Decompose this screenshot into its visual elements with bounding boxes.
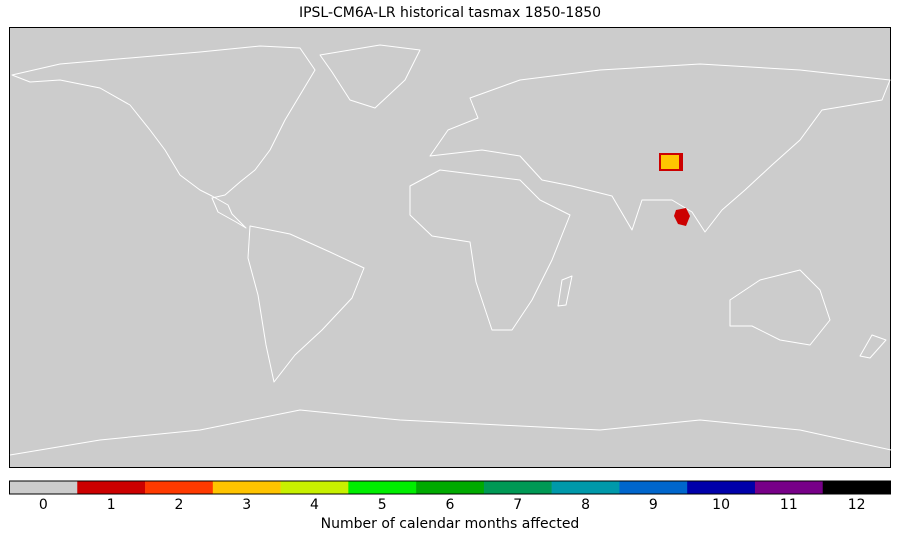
colorbar-cell — [9, 481, 78, 494]
colorbar-cell — [348, 481, 417, 494]
eurasia — [429, 63, 891, 233]
south-america — [247, 225, 365, 383]
map-panel — [9, 27, 892, 468]
colorbar-cell — [822, 481, 891, 494]
colorbar-tick-label: 6 — [446, 497, 455, 513]
colorbar-tick-label: 0 — [39, 497, 48, 513]
colorbar-tick-label: 3 — [242, 497, 251, 513]
map-background — [9, 27, 891, 468]
colorbar-cell — [754, 481, 824, 494]
antarctica — [9, 409, 892, 456]
australia — [729, 269, 831, 346]
colorbar-cell — [280, 481, 349, 494]
new-zealand — [859, 334, 887, 359]
colorbar-frame — [9, 480, 891, 495]
colorbar-cell — [145, 481, 214, 494]
colorbar: 0 1 2 3 4 5 6 7 8 9 10 11 12 — [9, 480, 891, 513]
colorbar-tick-label: 11 — [780, 497, 798, 513]
north-america — [11, 45, 316, 229]
colorbar-cell — [619, 481, 688, 494]
colorbar-tick-label: 12 — [848, 497, 866, 513]
colorbar-cell — [416, 481, 485, 494]
hotspot — [661, 155, 679, 169]
colorbar-tick-label: 1 — [107, 497, 116, 513]
colorbar-tick-label: 8 — [581, 497, 590, 513]
colorbar-label: Number of calendar months affected — [321, 516, 580, 532]
colorbar-tick-label: 5 — [378, 497, 387, 513]
colorbar-tick-label: 4 — [310, 497, 319, 513]
colorbar-tick-label: 2 — [174, 497, 183, 513]
colorbar-cell — [483, 481, 552, 494]
colorbar-cell — [212, 481, 281, 494]
africa — [409, 169, 571, 331]
greenland — [319, 44, 421, 109]
colorbar-cell — [687, 481, 756, 494]
hotspot — [674, 208, 690, 226]
colorbar-cell — [551, 481, 620, 494]
colorbar-tick-label: 7 — [513, 497, 522, 513]
madagascar — [557, 275, 573, 307]
map-title: IPSL-CM6A-LR historical tasmax 1850-1850 — [299, 5, 601, 21]
colorbar-cell — [77, 481, 146, 494]
colorbar-tick-label: 9 — [649, 497, 658, 513]
colorbar-tick-label: 10 — [712, 497, 730, 513]
